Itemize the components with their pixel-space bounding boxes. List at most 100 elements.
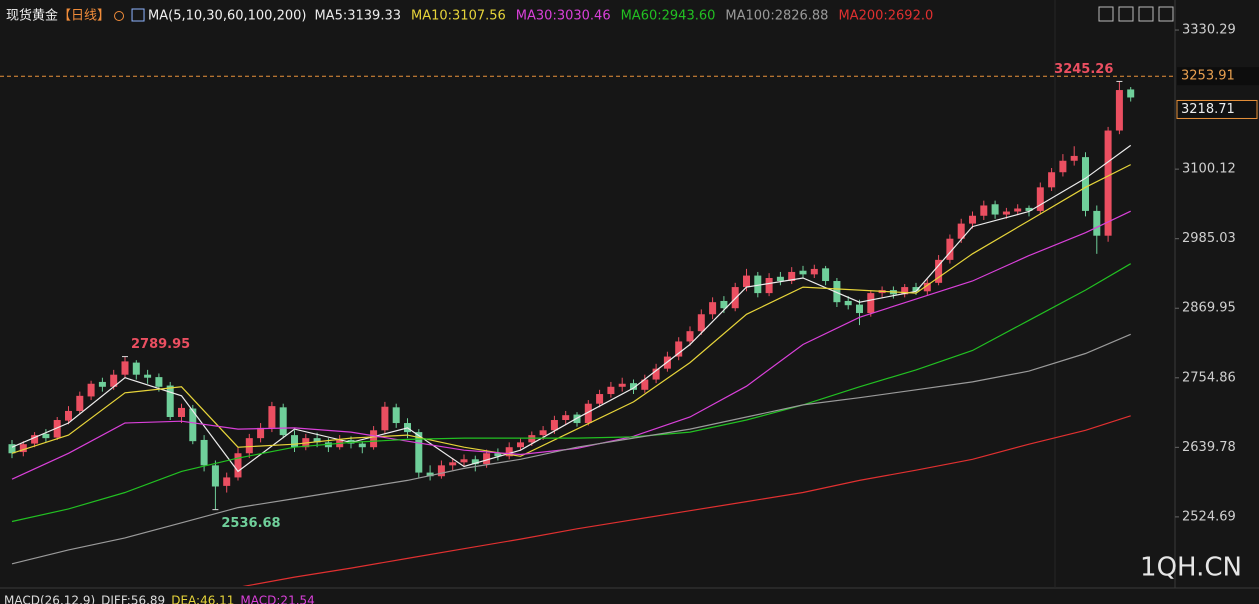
candle-body [347, 439, 355, 444]
candle-body [178, 407, 185, 417]
candle-body [810, 268, 818, 275]
candle-body [562, 415, 570, 421]
candle-body [31, 435, 39, 444]
candle-body [528, 435, 536, 443]
candle-body [912, 287, 920, 292]
candle-body [223, 477, 231, 486]
period-label: 【日线】 [58, 9, 110, 24]
watermark: 1QH.CN [1140, 553, 1242, 583]
y-tick-label: 2754.86 [1182, 370, 1236, 385]
y-tick-label: 2985.03 [1182, 231, 1236, 246]
candle-body [765, 277, 773, 294]
tool-icon[interactable] [1118, 6, 1134, 22]
indicator-icon [131, 8, 145, 22]
candle-body [539, 430, 547, 436]
candle-body [1115, 90, 1123, 131]
candle-body [1082, 157, 1089, 211]
macd-legend: MACD(26,12,9) [4, 594, 95, 604]
candle-body [1014, 208, 1022, 212]
candle-body [776, 276, 784, 282]
candle-body [189, 408, 197, 442]
macd-legend: DEA:46.11 [171, 594, 234, 604]
candle-body [494, 453, 502, 457]
candle-body [957, 223, 965, 239]
candle-body [641, 379, 649, 390]
candle-body [697, 314, 705, 332]
ma-line [11, 333, 1131, 565]
candle-body [110, 374, 118, 387]
candle-body [358, 443, 366, 448]
extreme-label: 3245.26 [1054, 62, 1113, 77]
candle-body [437, 465, 445, 477]
candle-body [166, 385, 174, 417]
candle-body [98, 381, 106, 387]
y-tick-label: 2869.95 [1182, 301, 1236, 316]
candle-body [618, 383, 626, 387]
legend-entry: MA10:3107.56 [411, 9, 506, 24]
tool-icon[interactable] [1098, 6, 1114, 22]
candle-body [1070, 155, 1078, 161]
candle-body [686, 331, 694, 342]
candle-body [426, 472, 434, 477]
candle-body [1127, 89, 1135, 98]
legend-entry: MA5:3139.33 [314, 9, 401, 24]
candle-body [630, 383, 637, 390]
candle-body [415, 432, 423, 473]
toolbar[interactable] [1098, 6, 1174, 22]
candle-body [1025, 207, 1033, 211]
plot-area [0, 75, 1175, 586]
last-price-box [1176, 99, 1258, 119]
candle-body [856, 304, 863, 314]
candle-body [517, 442, 524, 448]
candle-body [935, 259, 943, 283]
candle-body [234, 453, 242, 478]
candle-body [257, 427, 265, 439]
candle-body [720, 300, 728, 309]
candle-body [799, 270, 807, 275]
ma-line [242, 415, 1131, 586]
candle-body [946, 238, 954, 260]
ma-line [11, 263, 1132, 523]
candle-body [471, 459, 479, 465]
candle-body [313, 438, 321, 443]
candle-body [19, 444, 27, 453]
candle-body [144, 374, 152, 378]
candle-body [211, 465, 219, 487]
candle-body [392, 407, 400, 424]
candle-body [754, 275, 762, 294]
candle-body [65, 410, 72, 421]
candle-body [596, 394, 604, 404]
candle-body [833, 281, 841, 303]
ma-line [11, 210, 1131, 480]
candle-body [731, 287, 739, 309]
candle-body [245, 438, 253, 454]
candle-body [1002, 211, 1010, 215]
candle-body [788, 271, 796, 282]
legend-entry: MA60:2943.60 [621, 9, 716, 24]
extreme-label: 2536.68 [221, 516, 280, 531]
macd-legend: MACD:21.54 [240, 594, 314, 604]
candle-body [969, 215, 976, 224]
tool-icon[interactable] [1138, 6, 1154, 22]
extreme-label: 2789.95 [131, 337, 190, 352]
candle-body [505, 447, 513, 457]
candle-body [370, 430, 378, 448]
candle-body [132, 362, 140, 375]
price-line-box [1177, 67, 1259, 86]
candle-body [652, 368, 660, 380]
candle-body [87, 383, 95, 397]
legend-entry: MA100:2826.88 [725, 9, 828, 24]
candle-body [200, 439, 208, 466]
candle-body [291, 435, 298, 448]
indicator-label: MA(5,10,30,60,100,200) [148, 9, 306, 24]
candle-body [607, 386, 615, 395]
candle-body [822, 268, 830, 282]
candle-body [991, 204, 999, 215]
legend-entry: MA30:3030.46 [516, 9, 611, 24]
y-tick-label: 2524.69 [1182, 509, 1236, 524]
candle-body [1093, 210, 1101, 236]
period-icon [114, 11, 125, 21]
ma-line [11, 144, 1132, 473]
tool-icon[interactable] [1158, 6, 1174, 22]
